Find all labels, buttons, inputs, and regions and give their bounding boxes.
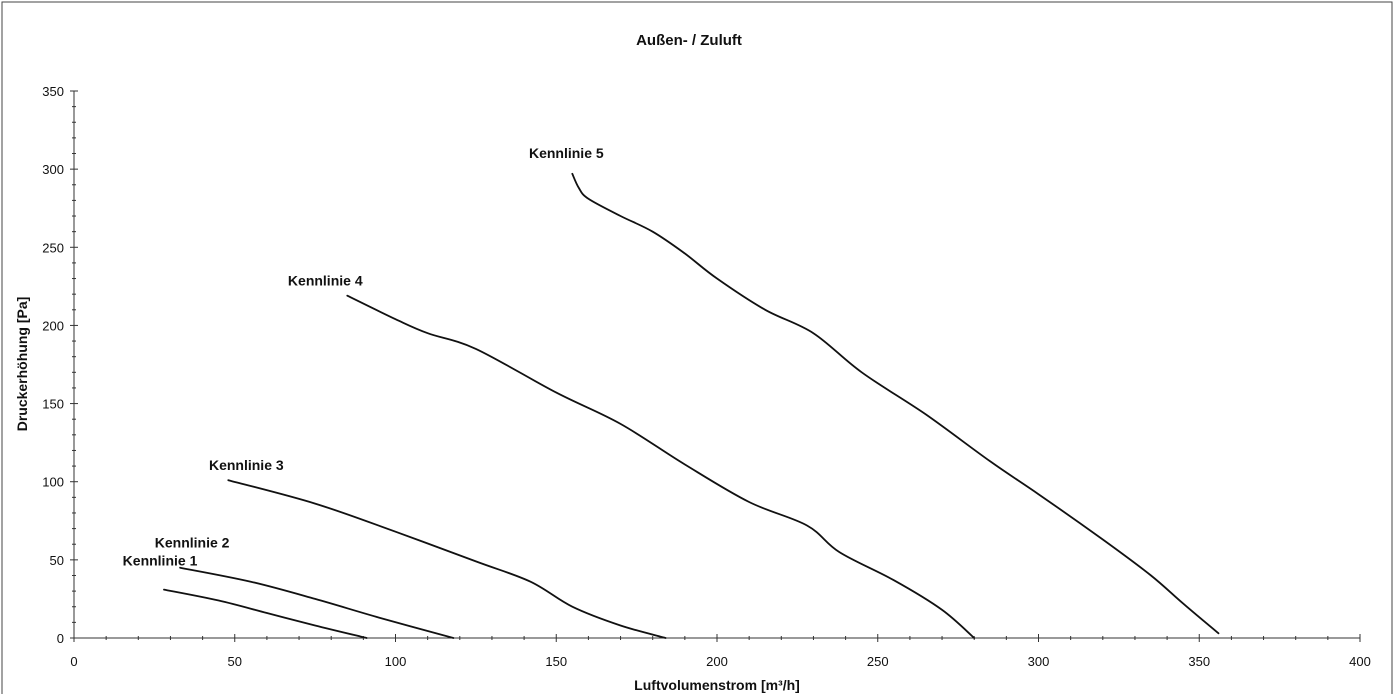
y-tick-label: 0 <box>57 631 64 646</box>
x-tick-label: 50 <box>228 654 242 669</box>
series-label-4: Kennlinie 4 <box>288 273 363 289</box>
x-tick-label: 200 <box>706 654 728 669</box>
series-line-4 <box>346 294 976 639</box>
chart-title: Außen- / Zuluft <box>636 32 742 49</box>
x-tick-label: 350 <box>1188 654 1210 669</box>
x-tick-label: 400 <box>1349 654 1371 669</box>
x-tick-label: 150 <box>545 654 567 669</box>
series-line-2 <box>179 566 455 639</box>
series-line-3 <box>227 479 667 639</box>
x-tick-label: 0 <box>70 654 77 669</box>
series-line-1 <box>163 588 368 639</box>
y-tick-label: 150 <box>42 397 64 412</box>
series-line-5 <box>571 172 1220 635</box>
x-tick-label: 250 <box>867 654 889 669</box>
y-tick-label: 50 <box>50 553 64 568</box>
y-tick-label: 250 <box>42 240 64 255</box>
y-tick-label: 200 <box>42 318 64 333</box>
axes: 0 50 100 150 200 250 300 350 400 0 50 100 150 200 250 3… <box>42 84 1371 669</box>
y-tick-label: 100 <box>42 475 64 490</box>
y-tick-label: 300 <box>42 162 64 177</box>
x-axis-label: Luftvolumenstrom [m³/h] <box>634 677 800 693</box>
y-tick-label: 350 <box>42 84 64 99</box>
x-tick-label: 300 <box>1028 654 1050 669</box>
series-label-1: Kennlinie 1 <box>123 553 198 569</box>
series-label-5: Kennlinie 5 <box>529 145 604 161</box>
series-label-3: Kennlinie 3 <box>209 457 284 473</box>
x-tick-label: 100 <box>385 654 407 669</box>
y-axis-label: Druckerhöhung [Pa] <box>14 297 30 432</box>
series-group: Kennlinie 1 Kennlinie 2 Kennlinie 3 Kennlin… <box>123 145 1220 639</box>
series-label-2: Kennlinie 2 <box>155 535 230 551</box>
